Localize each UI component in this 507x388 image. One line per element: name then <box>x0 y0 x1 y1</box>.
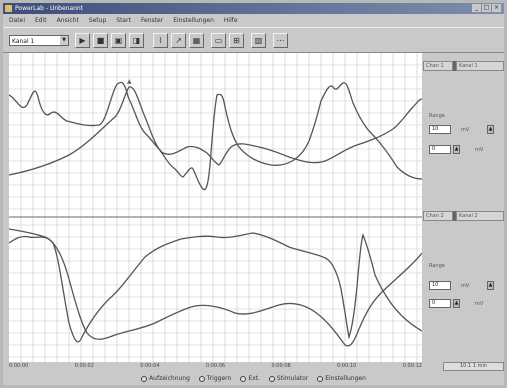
menu-edit[interactable]: Edit <box>35 17 47 24</box>
marker-button[interactable]: ↗ <box>171 33 186 48</box>
view-button[interactable]: ▣ <box>111 33 126 48</box>
menu-settings[interactable]: Einstellungen <box>173 17 214 24</box>
channel-select-value: Kanal 1 <box>12 38 35 45</box>
start-button[interactable]: ▶ <box>75 33 90 48</box>
window-button[interactable]: ▭ <box>211 33 226 48</box>
range-label: Range <box>429 113 445 119</box>
zoom-button[interactable]: ▧ <box>251 33 266 48</box>
waveform-button[interactable]: ⌇ <box>153 33 168 48</box>
time-tick: 0:00:04 <box>140 363 160 369</box>
menu-start[interactable]: Start <box>116 17 131 24</box>
time-tick: 0:00:06 <box>205 363 226 369</box>
menu-view[interactable]: Ansicht <box>56 17 79 24</box>
time-tick: 0:00:02 <box>74 363 94 369</box>
channel-1-trace-b <box>9 86 422 176</box>
time-tick: 0:00:08 <box>271 363 291 369</box>
range-input[interactable]: 10 <box>429 125 451 134</box>
channel-2-tabs: Chan 2 Kanal 2 <box>423 211 504 221</box>
tab-kanal-1[interactable]: Kanal 1 <box>456 61 504 71</box>
channel-2-trace-b <box>9 228 422 347</box>
menu-file[interactable]: Datei <box>9 17 26 24</box>
range-unit: mV <box>461 283 470 289</box>
application-window: PowerLab - Unbenannt _ □ × Datei Edit An… <box>3 3 504 385</box>
menu-help[interactable]: Hilfe <box>223 17 238 24</box>
minimize-button[interactable]: _ <box>472 4 481 12</box>
time-axis: 0:00:00 0:00:02 0:00:04 0:00:06 0:00:08 … <box>9 362 422 371</box>
app-icon <box>5 5 12 12</box>
channel-2-trace-a <box>9 232 422 343</box>
footer-item-settings[interactable]: Einstellungen <box>317 373 366 385</box>
offset-input[interactable]: 0 <box>429 145 451 154</box>
tab-kanal-2[interactable]: Kanal 2 <box>456 211 504 221</box>
menu-bar: Datei Edit Ansicht Setup Start Fenster E… <box>3 15 507 26</box>
stop-button[interactable]: ■ <box>93 33 108 48</box>
offset-unit: mV <box>475 301 484 307</box>
plot-background <box>9 53 422 362</box>
time-tick: 0:00:12 <box>402 363 422 369</box>
channel-1-trace-a <box>9 81 422 191</box>
footer-item-stimulator[interactable]: Stimulator <box>268 373 308 385</box>
maximize-button[interactable]: □ <box>482 4 491 12</box>
range-input[interactable]: 10 <box>429 281 451 290</box>
offset-input[interactable]: 0 <box>429 299 451 308</box>
menu-setup[interactable]: Setup <box>88 17 107 24</box>
chart-area[interactable]: ▲ <box>9 53 422 362</box>
radio-icon <box>268 376 275 382</box>
status-box[interactable]: 10:1 1 min <box>443 362 504 371</box>
more-button[interactable]: ⋯ <box>273 33 288 48</box>
close-button[interactable]: × <box>492 4 501 12</box>
tab-separator <box>453 61 456 71</box>
window-title: PowerLab - Unbenannt <box>15 5 84 12</box>
tab-chan-1[interactable]: Chan 1 <box>423 61 453 71</box>
channel-1-tabs: Chan 1 Kanal 1 <box>423 61 504 71</box>
menu-window[interactable]: Fenster <box>140 17 164 24</box>
chevron-down-icon[interactable]: ▼ <box>60 36 68 45</box>
time-tick: 0:00:00 <box>9 363 29 369</box>
footer-item-recording[interactable]: Aufzeichnung <box>141 373 190 385</box>
range-unit: mV <box>461 127 470 133</box>
footer-bar: Aufzeichnung Triggern Ext. Stimulator Ei… <box>3 373 504 385</box>
tab-separator <box>453 211 456 221</box>
radio-icon <box>240 376 247 382</box>
time-tick: 0:00:10 <box>337 363 357 369</box>
title-bar: PowerLab - Unbenannt _ □ × <box>3 3 504 14</box>
chart-svg[interactable]: ▲ <box>9 53 422 362</box>
range-stepper[interactable]: ▲ <box>487 125 494 134</box>
tab-chan-2[interactable]: Chan 2 <box>423 211 453 221</box>
radio-icon <box>317 376 324 382</box>
channel-1-controls: Range 10 mV ▲ 0 ▲ mV <box>423 113 504 163</box>
range-stepper[interactable]: ▲ <box>487 281 494 290</box>
grid <box>9 53 422 362</box>
channel-1-marker-label: ▲ <box>127 78 132 85</box>
table-button[interactable]: ▦ <box>189 33 204 48</box>
radio-icon <box>141 376 148 382</box>
offset-stepper[interactable]: ▲ <box>453 299 460 308</box>
split-button[interactable]: ◨ <box>129 33 144 48</box>
channel-select[interactable]: Kanal 1 ▼ <box>9 35 69 46</box>
offset-unit: mV <box>475 147 484 153</box>
toolbar: Kanal 1 ▼ ▶ ■ ▣ ◨ ⌇ ↗ ▦ ▭ ⊞ ▧ ⋯ <box>3 27 504 53</box>
offset-stepper[interactable]: ▲ <box>453 145 460 154</box>
range-label: Range <box>429 263 445 269</box>
right-panel: Chan 1 Kanal 1 Range 10 mV ▲ 0 ▲ mV Chan… <box>423 53 504 362</box>
channel-2-controls: Range 10 mV ▲ 0 ▲ mV <box>423 263 504 313</box>
radio-icon <box>198 376 205 382</box>
footer-item-trigger[interactable]: Triggern <box>198 373 231 385</box>
grid-button[interactable]: ⊞ <box>229 33 244 48</box>
footer-item-ext[interactable]: Ext. <box>240 373 260 385</box>
